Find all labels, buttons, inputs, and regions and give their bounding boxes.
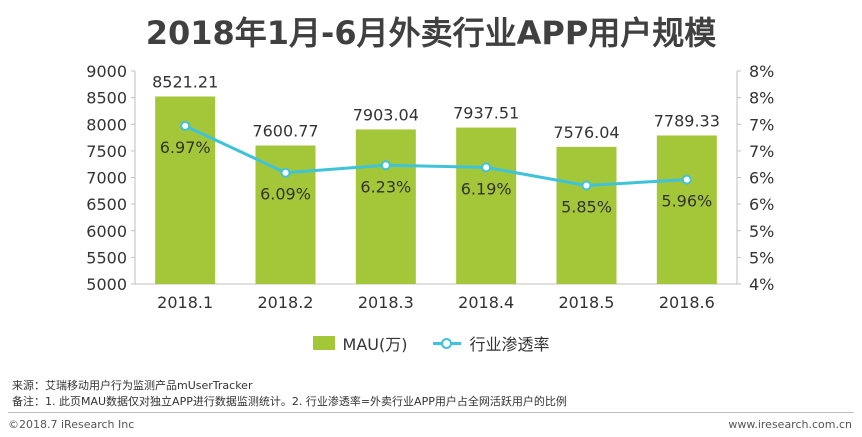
bar [456, 127, 517, 284]
penetration-value-label: 6.09% [260, 185, 311, 204]
penetration-point [280, 167, 291, 178]
left-tick-label: 9000 [86, 62, 127, 81]
legend-item-penetration: 行业渗透率 [433, 331, 549, 355]
left-tick-label: 8000 [86, 115, 127, 134]
bar [255, 145, 316, 284]
x-tick-label: 2018.2 [258, 293, 314, 312]
legend-bar-swatch [312, 336, 335, 350]
chart-title: 2018年1月-6月外卖行业APP用户规模 [145, 14, 717, 52]
penetration-value-label: 6.97% [160, 138, 211, 157]
right-tick-label: 6% [749, 169, 774, 188]
copyright-text: ©2018.7 iResearch Inc [8, 418, 135, 431]
bar [556, 146, 617, 284]
left-tick-label: 7000 [86, 169, 127, 188]
penetration-value-label: 5.85% [561, 197, 612, 216]
x-tick-label: 2018.3 [358, 293, 414, 312]
right-tick-label: 4% [749, 275, 774, 294]
website-text: www.iresearch.com.cn [728, 418, 852, 431]
penetration-point [481, 162, 492, 173]
penetration-line [184, 124, 687, 187]
left-tick-label: 5500 [86, 248, 127, 267]
bar-value-label: 7600.77 [252, 122, 318, 141]
penetration-point [581, 180, 592, 191]
left-tick-label: 7500 [86, 142, 127, 161]
penetration-value-label: 5.96% [661, 192, 712, 211]
right-tick-label: 8% [749, 89, 774, 108]
remark-note: 备注：1. 此页MAU数据仅对独立APP进行数据监测统计。2. 行业渗透率=外卖… [12, 395, 567, 408]
penetration-value-label: 6.23% [360, 177, 411, 196]
left-tick-label: 6000 [86, 222, 127, 241]
x-tick-label: 2018.1 [157, 293, 213, 312]
legend-label-penetration: 行业渗透率 [469, 335, 550, 354]
penetration-point [681, 174, 692, 185]
penetration-value-label: 6.19% [461, 179, 512, 198]
footer-divider [8, 412, 854, 413]
legend: MAU(万) 行业渗透率 [0, 331, 862, 355]
source-note: 来源：艾瑞移动用户行为监测产品mUserTracker [12, 379, 253, 392]
x-tick-label: 2018.5 [559, 293, 615, 312]
right-tick-label: 5% [749, 248, 774, 267]
left-tick-label: 5000 [86, 275, 127, 294]
legend-label-mau: MAU(万) [342, 335, 408, 354]
penetration-point [380, 160, 391, 171]
bar-value-label: 8521.21 [152, 72, 218, 91]
right-tick-label: 7% [749, 142, 774, 161]
bar-value-label: 7903.04 [353, 105, 419, 124]
legend-item-mau: MAU(万) [312, 331, 408, 355]
bar [656, 135, 717, 284]
x-tick-label: 2018.6 [659, 293, 715, 312]
x-tick-label: 2018.4 [458, 293, 514, 312]
bar-value-label: 7937.51 [453, 104, 519, 123]
right-tick-label: 5% [749, 222, 774, 241]
right-tick-label: 6% [749, 195, 774, 214]
chart-notes: 来源：艾瑞移动用户行为监测产品mUserTracker 备注：1. 此页MAU数… [12, 378, 567, 410]
bar-value-label: 7576.04 [553, 123, 619, 142]
left-tick-label: 6500 [86, 195, 127, 214]
penetration-point [180, 120, 191, 131]
right-tick-label: 7% [749, 115, 774, 134]
legend-line-swatch [433, 336, 462, 350]
bar [355, 129, 416, 284]
right-tick-label: 8% [749, 62, 774, 81]
left-tick-label: 8500 [86, 89, 127, 108]
bar-value-label: 7789.33 [654, 111, 720, 130]
